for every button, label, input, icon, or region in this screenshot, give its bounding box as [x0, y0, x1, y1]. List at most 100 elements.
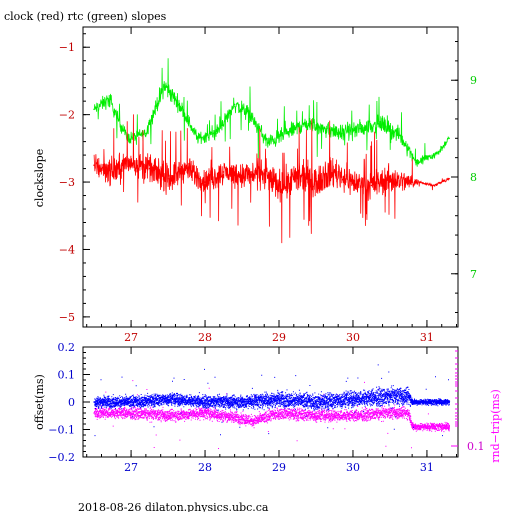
roundtrip-point: [130, 412, 132, 414]
roundtrip-point: [252, 420, 254, 423]
top-x-tick-label: 31: [420, 331, 434, 344]
top-y-axis-label: clockslope: [33, 149, 46, 207]
bottom-x-tick-label: 27: [124, 461, 138, 474]
clock-point: [204, 181, 206, 183]
top-x-tick-label: 29: [272, 331, 286, 344]
rtc-trace: [93, 58, 449, 167]
bottom-y-tick-label: −0.2: [48, 451, 75, 464]
top-x-tick-label: 30: [346, 331, 360, 344]
clock-point: [185, 167, 188, 170]
clock-point: [259, 171, 262, 173]
rtc-series: [93, 58, 450, 167]
rtc-point: [359, 127, 362, 130]
rtc-point: [426, 156, 428, 159]
rtc-point: [448, 137, 450, 140]
bottom-x-tick-label: 30: [346, 461, 360, 474]
top-y2-tick-label: 8: [470, 171, 477, 184]
rtc-point: [341, 132, 343, 135]
top-y-tick-label: −5: [59, 311, 75, 324]
rtc-point: [178, 103, 180, 106]
top-y-tick-label: −3: [59, 176, 75, 189]
offset-point: [130, 401, 132, 403]
roundtrip-point: [241, 417, 243, 420]
bottom-y-tick-label: 0: [68, 396, 75, 409]
roundtrip-dots: [94, 380, 450, 449]
clock-point: [130, 161, 132, 163]
chart-title: clock (red) rtc (green) slopes: [4, 10, 167, 23]
roundtrip-point: [315, 415, 317, 417]
rtc-point: [407, 147, 410, 149]
rtc-point: [437, 152, 439, 154]
roundtrip-point: [204, 412, 206, 414]
offset-point: [241, 401, 243, 403]
bottom-y-axis-label: offset(ms): [33, 374, 46, 430]
offset-point: [389, 395, 391, 398]
clock-point: [352, 181, 354, 183]
rtc-point: [233, 103, 236, 106]
offset-point: [448, 401, 450, 403]
roundtrip-point: [448, 426, 450, 428]
roundtrip-point: [167, 415, 169, 417]
bottom-y2-tick-label: 0.1: [467, 440, 485, 453]
roundtrip-point: [352, 415, 354, 417]
rtc-point: [108, 98, 110, 101]
bottom-x-tick-label: 29: [272, 461, 286, 474]
clock-point: [407, 181, 410, 183]
offset-series: [93, 364, 451, 437]
rtc-point: [215, 132, 217, 135]
top-plot: 27 28 29 30 31 −5 −4 −3 −2 −1 7 8 9 clockslope: [33, 26, 477, 344]
top-y2-tick-label: 7: [470, 268, 477, 281]
rtc-point: [163, 84, 166, 86]
clock-series: [93, 114, 450, 244]
clock-point: [296, 177, 299, 180]
bottom-x-tick-label: 28: [198, 461, 212, 474]
offset-point: [278, 398, 280, 401]
clock-point: [333, 171, 336, 173]
rtc-point: [415, 161, 417, 164]
bottom-y-tick-label: 0.2: [58, 341, 76, 354]
bottom-x-tick-label: 31: [420, 461, 434, 474]
clock-point: [389, 177, 391, 180]
offset-point: [407, 395, 410, 398]
bottom-plot: 27 28 29 30 31−0.2−0.100.10.20.1 offset(ms) …: [33, 341, 502, 474]
clock-point: [433, 184, 436, 187]
offset-point: [352, 398, 354, 401]
roundtrip-point: [93, 412, 95, 414]
rtc-point: [378, 123, 380, 125]
top-x-tick-label: 27: [124, 331, 138, 344]
rtc-point: [248, 113, 251, 115]
clock-point: [167, 177, 169, 180]
bottom-y-tick-label: 0.1: [58, 369, 76, 382]
clock-point: [241, 174, 243, 177]
offset-point: [315, 401, 317, 403]
clock-point: [278, 184, 280, 187]
top-y-tick-label: −4: [59, 243, 75, 256]
offset-point: [93, 401, 95, 403]
offset-point: [411, 401, 413, 403]
clock-point: [315, 177, 317, 180]
rtc-point: [396, 132, 399, 135]
top-y-tick-label: −2: [59, 109, 75, 122]
roundtrip-series: [93, 380, 450, 449]
roundtrip-point: [407, 412, 410, 414]
rtc-point: [322, 127, 325, 130]
clock-point: [448, 177, 450, 180]
rtc-point: [304, 123, 306, 125]
rtc-point: [267, 142, 269, 144]
top-y2-tick-label: 9: [470, 74, 477, 87]
offset-point: [204, 401, 206, 403]
roundtrip-point: [278, 412, 280, 414]
rtc-point: [196, 137, 199, 140]
footer-text: 2018-08-26 dilaton.physics.ubc.ca: [78, 501, 269, 512]
clock-point: [222, 171, 225, 173]
top-y-tick-label: −1: [59, 41, 75, 54]
roundtrip-point: [411, 426, 413, 428]
clock-point: [418, 181, 421, 183]
rtc-point: [285, 132, 288, 135]
bottom-plot-ticks: 27 28 29 30 31 −0.2 −0.1 0 0.1 0.2 0.1: [48, 341, 484, 474]
rtc-point: [145, 132, 147, 135]
clock-point: [370, 184, 373, 187]
clock-point: [111, 171, 114, 173]
